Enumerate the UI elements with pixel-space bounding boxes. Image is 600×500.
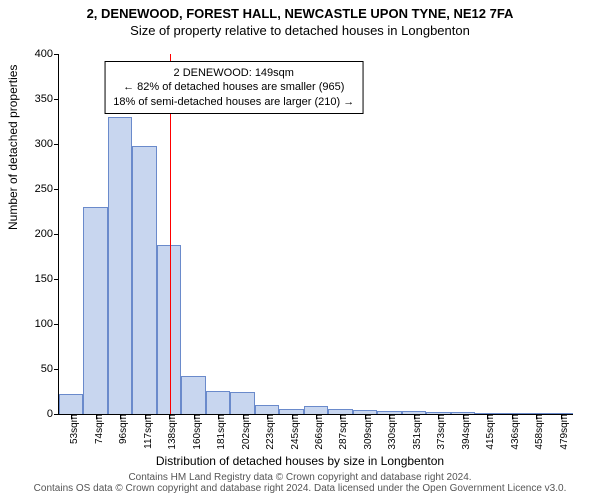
annotation-box: 2 DENEWOOD: 149sqm← 82% of detached hous… bbox=[104, 61, 363, 114]
histogram-bar bbox=[255, 405, 279, 414]
histogram-bar bbox=[132, 146, 156, 414]
x-tick-label: 415sqm bbox=[483, 414, 496, 450]
x-tick-label: 74sqm bbox=[92, 414, 105, 444]
x-tick-label: 330sqm bbox=[385, 414, 398, 450]
x-tick-mark bbox=[438, 414, 439, 419]
x-tick-label: 351sqm bbox=[410, 414, 423, 450]
x-tick-mark bbox=[120, 414, 121, 419]
x-tick-label: 117sqm bbox=[141, 414, 154, 449]
chart-title-line2: Size of property relative to detached ho… bbox=[0, 23, 600, 40]
plot-area: 05010015020025030035040053sqm74sqm96sqm1… bbox=[58, 54, 573, 415]
x-tick-label: 245sqm bbox=[288, 414, 301, 450]
x-tick-mark bbox=[145, 414, 146, 419]
x-tick-mark bbox=[316, 414, 317, 419]
y-tick-mark bbox=[54, 234, 59, 235]
y-axis-label: Number of detached properties bbox=[6, 65, 20, 230]
x-tick-label: 479sqm bbox=[557, 414, 570, 450]
x-tick-label: 53sqm bbox=[67, 414, 80, 444]
x-tick-mark bbox=[389, 414, 390, 419]
y-tick-mark bbox=[54, 279, 59, 280]
chart-footer: Contains HM Land Registry data © Crown c… bbox=[0, 472, 600, 494]
x-tick-mark bbox=[487, 414, 488, 419]
x-tick-mark bbox=[340, 414, 341, 419]
footer-line2: Contains OS data © Crown copyright and d… bbox=[0, 483, 600, 494]
x-tick-label: 373sqm bbox=[434, 414, 447, 450]
property-size-chart: 2, DENEWOOD, FOREST HALL, NEWCASTLE UPON… bbox=[0, 0, 600, 500]
x-axis-label: Distribution of detached houses by size … bbox=[0, 454, 600, 468]
y-tick-mark bbox=[54, 369, 59, 370]
x-tick-mark bbox=[512, 414, 513, 419]
x-tick-label: 202sqm bbox=[239, 414, 252, 450]
x-tick-label: 394sqm bbox=[459, 414, 472, 450]
annotation-line3: 18% of semi-detached houses are larger (… bbox=[113, 95, 354, 109]
annotation-line2: ← 82% of detached houses are smaller (96… bbox=[113, 80, 354, 94]
x-tick-label: 458sqm bbox=[532, 414, 545, 450]
y-tick-mark bbox=[54, 414, 59, 415]
y-tick-mark bbox=[54, 144, 59, 145]
x-tick-mark bbox=[218, 414, 219, 419]
y-tick-mark bbox=[54, 54, 59, 55]
x-tick-label: 138sqm bbox=[165, 414, 178, 450]
annotation-line1: 2 DENEWOOD: 149sqm bbox=[113, 66, 354, 80]
x-tick-label: 223sqm bbox=[263, 414, 276, 450]
x-tick-mark bbox=[463, 414, 464, 419]
x-tick-label: 266sqm bbox=[312, 414, 325, 450]
histogram-bar bbox=[59, 394, 83, 414]
x-tick-mark bbox=[96, 414, 97, 419]
histogram-bar bbox=[83, 207, 107, 414]
x-tick-mark bbox=[71, 414, 72, 419]
histogram-bar bbox=[304, 406, 328, 414]
footer-line1: Contains HM Land Registry data © Crown c… bbox=[0, 472, 600, 483]
x-tick-mark bbox=[414, 414, 415, 419]
histogram-bar bbox=[206, 391, 230, 414]
x-tick-mark bbox=[536, 414, 537, 419]
x-tick-label: 436sqm bbox=[508, 414, 521, 450]
y-tick-mark bbox=[54, 324, 59, 325]
x-tick-label: 287sqm bbox=[336, 414, 349, 450]
histogram-bar bbox=[230, 392, 254, 415]
chart-title-block: 2, DENEWOOD, FOREST HALL, NEWCASTLE UPON… bbox=[0, 0, 600, 40]
chart-title-line1: 2, DENEWOOD, FOREST HALL, NEWCASTLE UPON… bbox=[0, 6, 600, 23]
histogram-bar bbox=[181, 376, 205, 414]
x-tick-label: 160sqm bbox=[190, 414, 203, 450]
x-tick-label: 309sqm bbox=[361, 414, 374, 450]
histogram-bar bbox=[108, 117, 132, 414]
x-tick-mark bbox=[243, 414, 244, 419]
x-tick-mark bbox=[365, 414, 366, 419]
x-tick-mark bbox=[267, 414, 268, 419]
y-tick-mark bbox=[54, 189, 59, 190]
x-tick-mark bbox=[561, 414, 562, 419]
y-tick-mark bbox=[54, 99, 59, 100]
x-tick-label: 96sqm bbox=[116, 414, 129, 444]
x-tick-mark bbox=[292, 414, 293, 419]
x-tick-mark bbox=[169, 414, 170, 419]
x-tick-mark bbox=[194, 414, 195, 419]
x-tick-label: 181sqm bbox=[214, 414, 227, 450]
